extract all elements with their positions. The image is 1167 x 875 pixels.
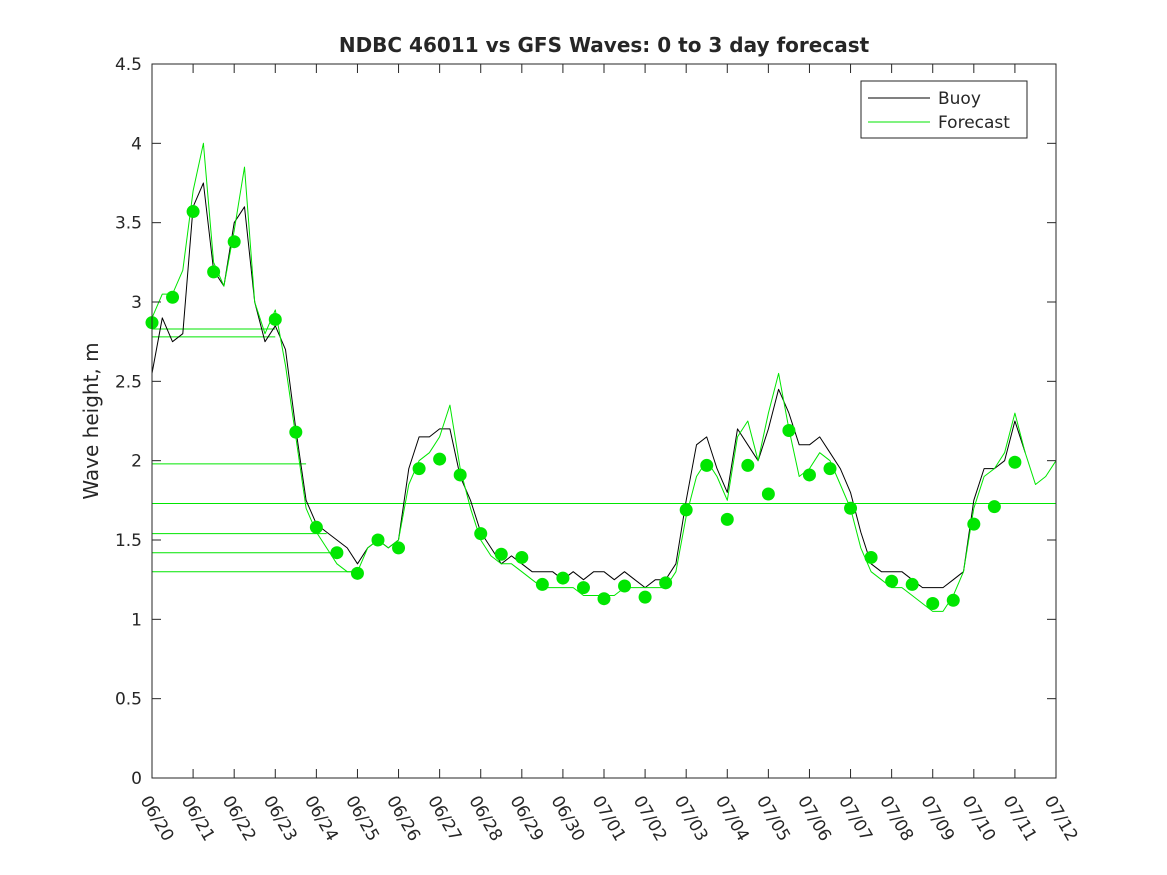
y-axis-label: Wave height, m: [79, 342, 103, 499]
forecast-marker: [679, 503, 693, 517]
y-tick-label: 4.5: [115, 55, 142, 75]
forecast-marker: [576, 581, 590, 595]
forecast-marker: [946, 593, 960, 607]
y-tick-label: 1.5: [115, 531, 142, 551]
forecast-marker: [371, 533, 385, 547]
legend: Buoy Forecast: [860, 80, 1028, 139]
plot-area: [152, 64, 1056, 778]
forecast-marker: [309, 520, 323, 534]
forecast-marker: [186, 205, 200, 219]
forecast-marker: [433, 452, 447, 466]
forecast-marker: [905, 577, 919, 591]
forecast-marker: [474, 527, 488, 541]
forecast-marker: [720, 512, 734, 526]
forecast-marker: [802, 468, 816, 482]
forecast-marker: [597, 592, 611, 606]
y-axis: 0 0.5 1 1.5 2 2.5 3 3.5 4 4.5: [115, 55, 1056, 789]
y-tick-label: 0: [131, 769, 142, 789]
forecast-marker: [823, 462, 837, 476]
forecast-marker: [926, 596, 940, 610]
forecast-marker: [885, 574, 899, 588]
forecast-marker: [556, 571, 570, 585]
forecast-marker: [227, 235, 241, 249]
y-tick-label: 2.5: [115, 372, 142, 392]
y-tick-label: 3: [131, 293, 142, 313]
forecast-marker: [761, 487, 775, 501]
y-tick-label: 2: [131, 452, 142, 472]
forecast-marker: [700, 458, 714, 472]
y-tick-label: 1: [131, 610, 142, 630]
forecast-marker: [782, 424, 796, 438]
forecast-marker: [844, 501, 858, 515]
forecast-marker: [350, 566, 364, 580]
legend-buoy-label: Buoy: [938, 89, 981, 109]
chart-title: NDBC 46011 vs GFS Waves: 0 to 3 day fore…: [339, 33, 870, 57]
forecast-marker: [618, 579, 632, 593]
forecast-marker: [268, 312, 282, 326]
forecast-marker: [166, 290, 180, 304]
legend-forecast-label: Forecast: [938, 113, 1010, 133]
forecast-marker: [289, 425, 303, 439]
forecast-marker: [207, 265, 221, 279]
y-tick-label: 0.5: [115, 690, 142, 710]
y-tick-label: 3.5: [115, 214, 142, 234]
forecast-marker: [987, 500, 1001, 514]
forecast-marker: [659, 576, 673, 590]
forecast-marker: [330, 546, 344, 560]
series-buoy-line: [151, 182, 1026, 589]
forecast-marker: [392, 541, 406, 555]
forecast-marker: [638, 590, 652, 604]
reference-lines: [152, 328, 1056, 573]
forecast-markers: [145, 205, 1022, 610]
forecast-marker: [864, 550, 878, 564]
forecast-marker: [515, 550, 529, 564]
forecast-marker: [412, 462, 426, 476]
forecast-marker: [1008, 455, 1022, 469]
forecast-marker: [535, 577, 549, 591]
legend-box: [860, 80, 1028, 139]
forecast-marker: [967, 517, 981, 531]
forecast-marker: [494, 547, 508, 561]
forecast-marker: [741, 458, 755, 472]
y-tick-label: 4: [131, 134, 142, 154]
forecast-marker: [453, 468, 467, 482]
